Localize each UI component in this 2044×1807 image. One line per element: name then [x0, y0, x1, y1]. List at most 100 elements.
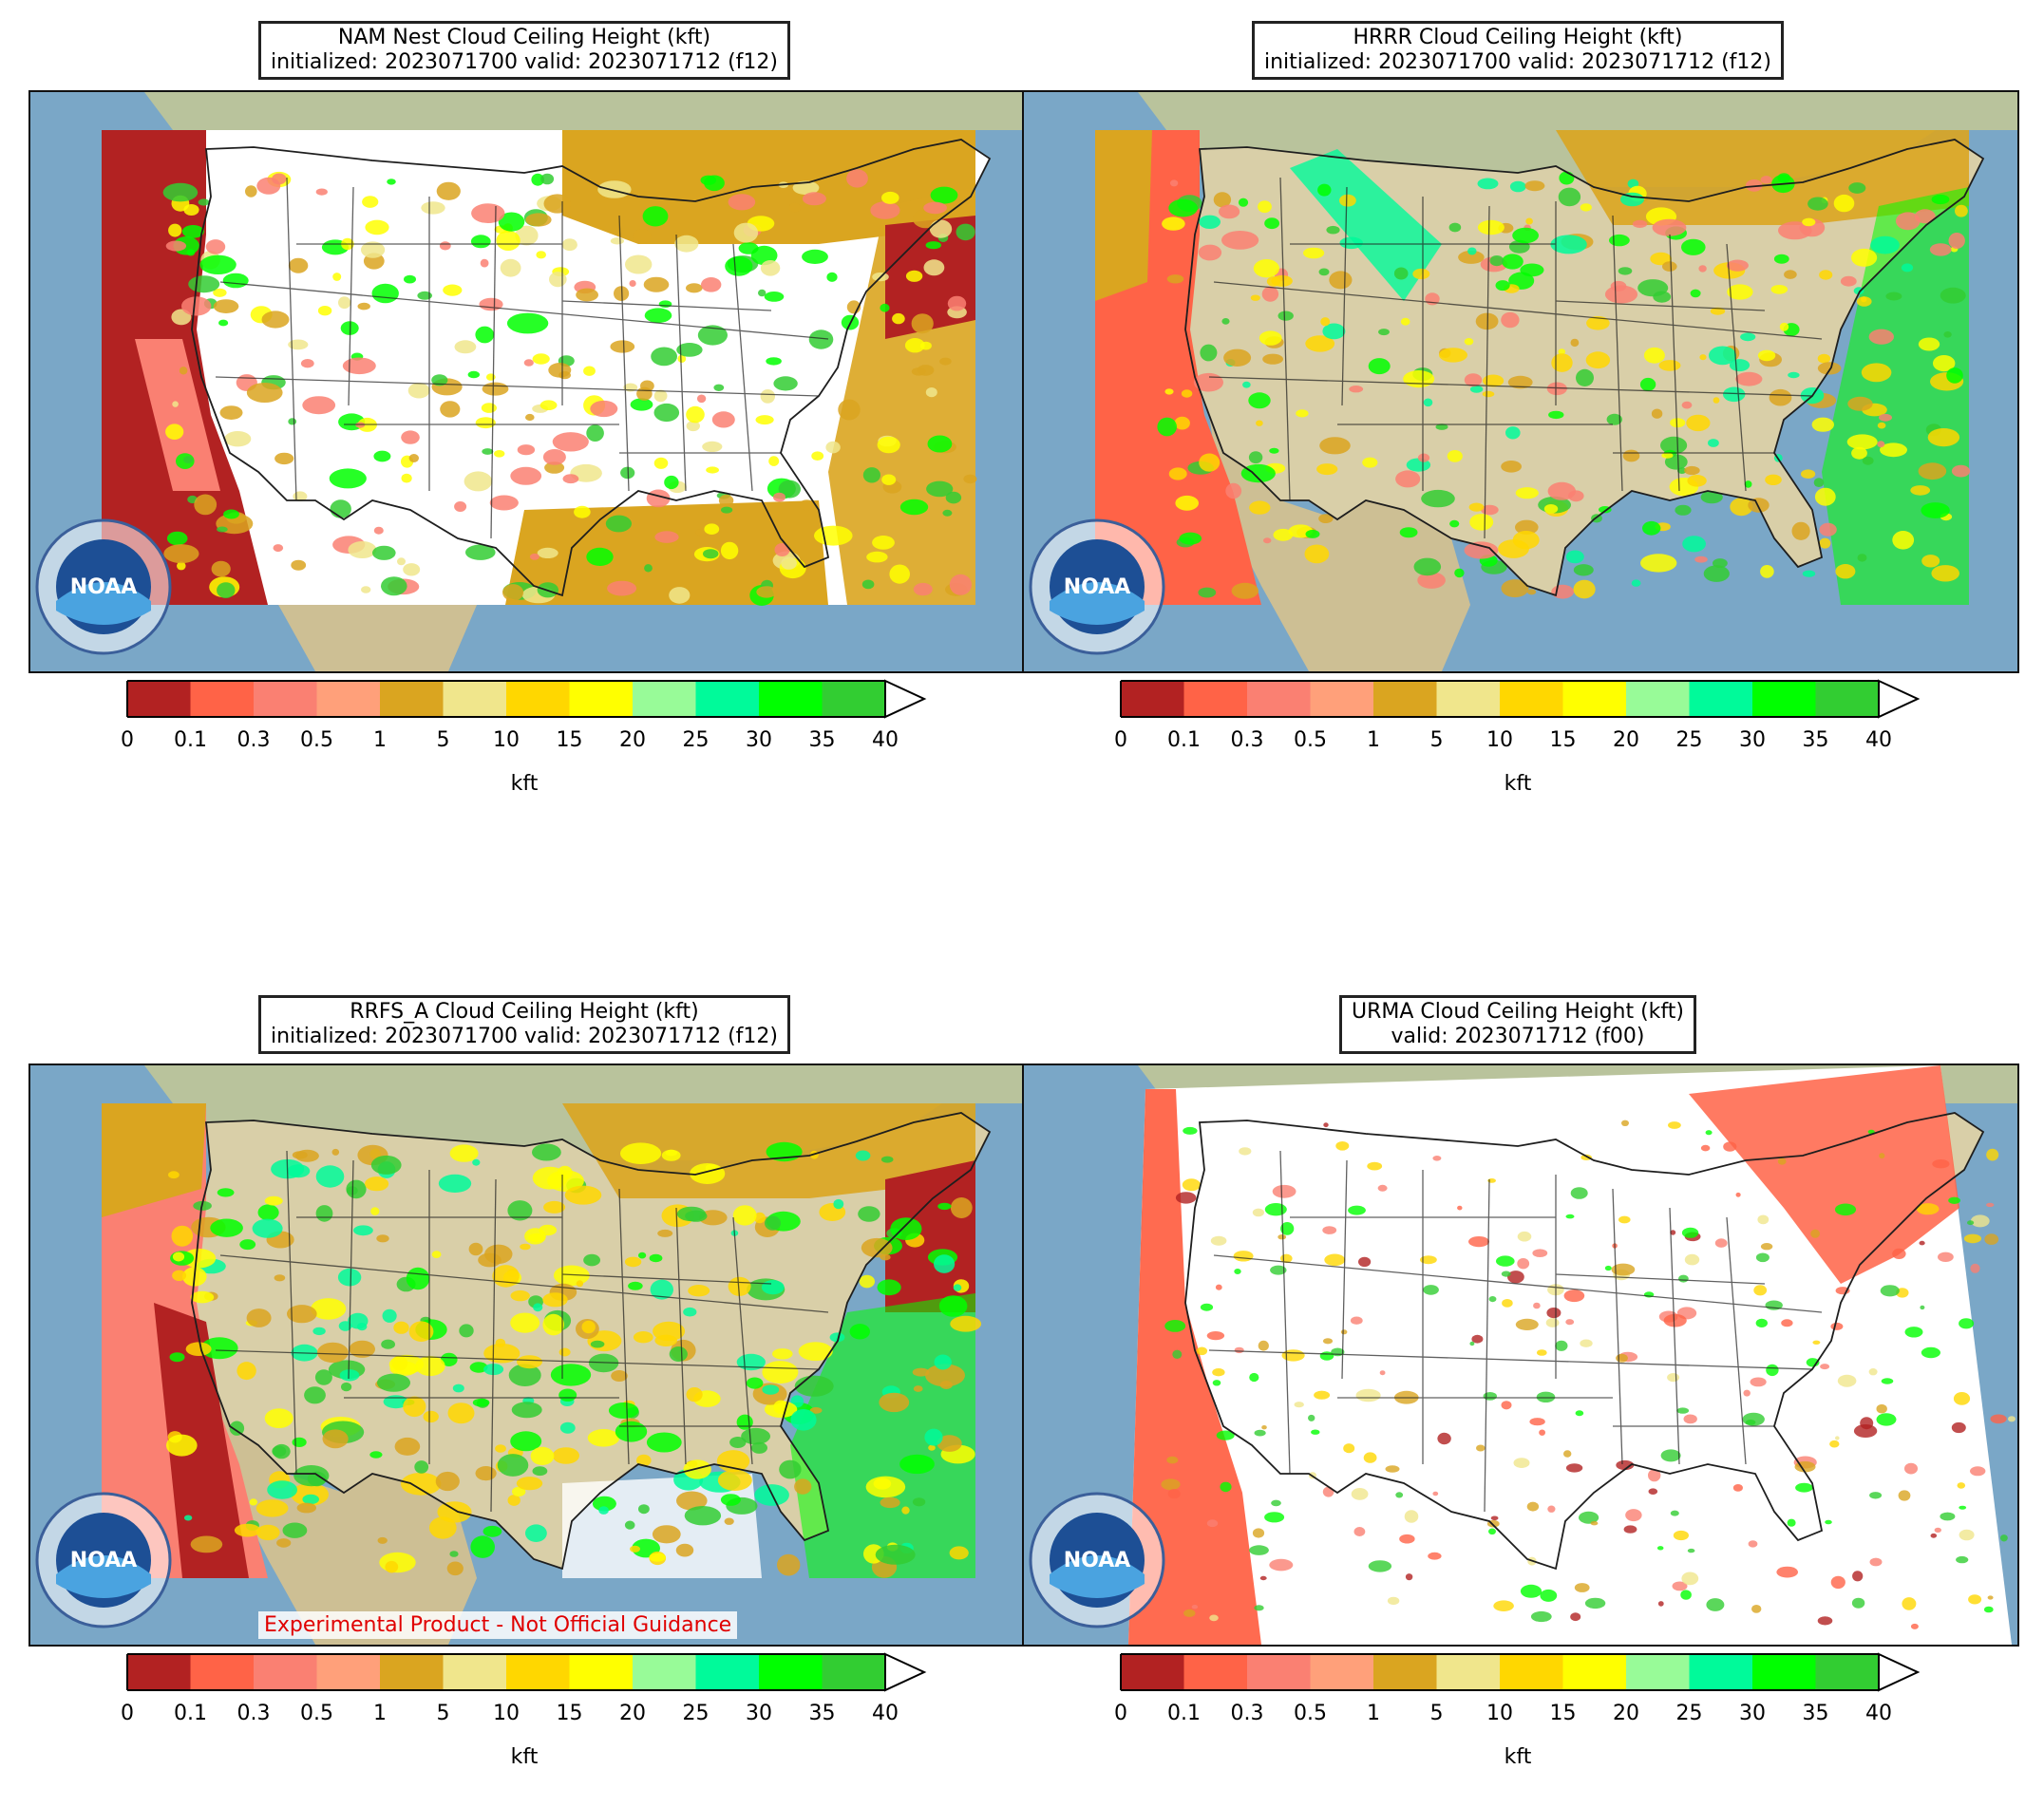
colorbar-segment — [633, 681, 696, 717]
colorbar-segment — [633, 1654, 696, 1690]
colorbar-segment — [1815, 681, 1879, 717]
colorbar-tick-label: 0.3 — [237, 728, 271, 752]
title-line-2: valid: 2023071712 (f00) — [1391, 1025, 1645, 1048]
colorbar-tick-label: 10 — [493, 1702, 520, 1725]
svg-text:NOAA: NOAA — [1064, 575, 1131, 599]
colorbar-segment — [1815, 1654, 1879, 1690]
colorbar-tick-label: 40 — [1865, 1702, 1892, 1725]
colorbar-tick-label: 20 — [1613, 728, 1639, 752]
colorbar-tick-label: 0.1 — [174, 728, 207, 752]
svg-text:NOAA: NOAA — [70, 1549, 138, 1572]
colorbar-segment — [1183, 681, 1247, 717]
title-line-1: HRRR Cloud Ceiling Height (kft) — [1353, 26, 1683, 49]
northeast-low-ceiling — [1689, 1065, 1959, 1284]
colorbar-tick-label: 15 — [556, 728, 583, 752]
panel-title: HRRR Cloud Ceiling Height (kft) initializ… — [1252, 21, 1784, 80]
state-borders — [215, 177, 829, 539]
colorbar-segment — [1626, 681, 1690, 717]
colorbar: 0 0.1 0.3 0.5 1 5 10 15 20 25 30 35 40 kft — [1114, 1652, 1935, 1776]
colorbar-tick-label: 30 — [1739, 728, 1766, 752]
colorbar-tick-label: 0.1 — [1167, 1702, 1201, 1725]
colorbar-tick-label: 0.5 — [1294, 1702, 1327, 1725]
country-border — [191, 1112, 992, 1571]
colorbar-segment — [569, 681, 633, 717]
colorbar-segment — [316, 681, 380, 717]
colorbar-tick-label: 25 — [682, 728, 710, 752]
colorbar-segment — [822, 1654, 885, 1690]
state-borders — [215, 1150, 829, 1513]
colorbar-extend-arrow — [884, 1652, 927, 1692]
colorbar-segment — [1500, 1654, 1563, 1690]
colorbar-segment — [443, 681, 506, 717]
colorbar-unit-label: kft — [1504, 1745, 1532, 1769]
colorbar-segment — [1752, 1654, 1816, 1690]
map-hrrr: NOAA — [1022, 90, 2019, 673]
colorbar-segment — [1626, 1654, 1690, 1690]
colorbar-segment — [190, 1654, 254, 1690]
atlantic-cloud — [790, 1293, 975, 1578]
colorbar: 0 0.1 0.3 0.5 1 5 10 15 20 25 30 35 40 kft — [121, 679, 941, 802]
colorbar-tick-label: 35 — [1802, 1702, 1829, 1725]
colorbar-segment — [380, 681, 444, 717]
colorbar-segment — [254, 681, 317, 717]
map-urma: NOAA — [1022, 1063, 2019, 1647]
colorbar-tick-label: 0 — [121, 728, 134, 752]
colorbar-segment — [1373, 681, 1437, 717]
colorbar-tick-label: 40 — [872, 1702, 899, 1725]
colorbar-tick-label: 30 — [1739, 1702, 1766, 1725]
colorbar-tick-label: 1 — [373, 728, 387, 752]
colorbar-tick-label: 40 — [872, 728, 899, 752]
colorbar-segment — [190, 681, 254, 717]
colorbar-segment — [443, 1654, 506, 1690]
title-line-2: initialized: 2023071700 valid: 202307171… — [1264, 50, 1771, 74]
colorbar-tick-label: 0.5 — [1294, 728, 1327, 752]
panel-title: NAM Nest Cloud Ceiling Height (kft) initi… — [258, 21, 790, 80]
cloud-field — [162, 169, 977, 606]
atlantic-cloud — [1822, 187, 1969, 605]
colorbar-tick-label: 0 — [1114, 728, 1127, 752]
colorbar-tick-label: 30 — [746, 1702, 772, 1725]
colorbar-tick-label: 15 — [556, 1702, 583, 1725]
colorbar-tick-label: 20 — [619, 1702, 646, 1725]
colorbar-segment — [759, 1654, 823, 1690]
svg-text:NOAA: NOAA — [1064, 1549, 1131, 1572]
colorbar-extend-arrow — [884, 679, 927, 719]
colorbar-tick-label: 10 — [1486, 728, 1513, 752]
state-borders — [1208, 177, 1823, 539]
colorbar-segment — [506, 681, 570, 717]
colorbar-unit-label: kft — [1504, 772, 1532, 796]
colorbar: 0 0.1 0.3 0.5 1 5 10 15 20 25 30 35 40 kft — [1114, 679, 1935, 802]
panel-title: RRFS_A Cloud Ceiling Height (kft) initial… — [258, 995, 790, 1054]
colorbar-tick-label: 1 — [1367, 1702, 1380, 1725]
colorbar-tick-label: 35 — [808, 728, 836, 752]
colorbar-tick-label: 25 — [682, 1702, 710, 1725]
colorbar-tick-label: 5 — [436, 728, 450, 752]
gulf-cloud — [505, 500, 828, 605]
colorbar-tick-label: 0 — [1114, 1702, 1127, 1725]
colorbar-tick-label: 0.1 — [174, 1702, 207, 1725]
title-line-1: URMA Cloud Ceiling Height (kft) — [1352, 1000, 1684, 1024]
colorbar-tick-label: 20 — [1613, 1702, 1639, 1725]
colorbar-segment — [1562, 681, 1626, 717]
colorbar-tick-label: 20 — [619, 728, 646, 752]
colorbar-segment — [380, 1654, 444, 1690]
cloud-field — [166, 1141, 982, 1578]
colorbar-segment — [1247, 1654, 1311, 1690]
colorbar-segment — [316, 1654, 380, 1690]
colorbar-tick-label: 25 — [1675, 728, 1703, 752]
colorbar-extend-arrow — [1878, 679, 1921, 719]
mexico-land — [1209, 415, 1470, 671]
colorbar-segment — [1310, 681, 1373, 717]
colorbar-tick-label: 5 — [436, 1702, 450, 1725]
colorbar-tick-label: 0.3 — [1230, 1702, 1264, 1725]
country-border — [1184, 1112, 1985, 1571]
colorbar-segment — [1121, 681, 1184, 717]
colorbar-segment — [1183, 1654, 1247, 1690]
noaa-logo: NOAA — [32, 516, 175, 658]
country-border — [1184, 139, 1985, 597]
colorbar-segment — [695, 1654, 759, 1690]
colorbar-tick-label: 35 — [1802, 728, 1829, 752]
noaa-logo: NOAA — [32, 1489, 175, 1631]
colorbar-tick-label: 5 — [1429, 1702, 1444, 1725]
state-borders — [1208, 1150, 1823, 1513]
